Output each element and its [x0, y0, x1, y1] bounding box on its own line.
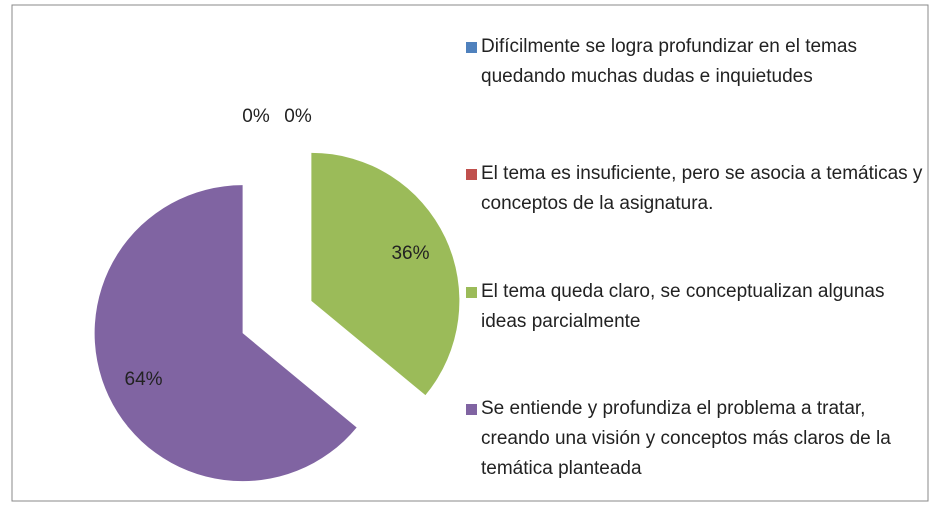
legend-label: El tema es insuficiente, pero se asocia … [481, 163, 923, 214]
data-label: 0% [242, 106, 270, 127]
legend-swatch [466, 42, 477, 53]
legend-label: Se entiende y profundiza el problema a t… [481, 398, 891, 479]
legend-swatch [466, 169, 477, 180]
pie-slice [94, 185, 357, 482]
legend-label: El tema queda claro, se conceptualizan a… [481, 281, 885, 332]
data-label: 64% [125, 369, 163, 390]
data-label: 36% [391, 243, 429, 264]
legend-item: Difícilmente se logra profundizar en el … [466, 32, 926, 92]
legend-item: Se entiende y profundiza el problema a t… [466, 394, 926, 484]
legend-label: Difícilmente se logra profundizar en el … [481, 36, 857, 87]
frame [11, 4, 929, 502]
legend-swatch [466, 404, 477, 415]
legend-item: El tema es insuficiente, pero se asocia … [466, 159, 926, 219]
pie-slice [311, 152, 460, 396]
legend-swatch [466, 287, 477, 298]
legend-item: El tema queda claro, se conceptualizan a… [466, 277, 926, 337]
data-label: 0% [284, 106, 312, 127]
